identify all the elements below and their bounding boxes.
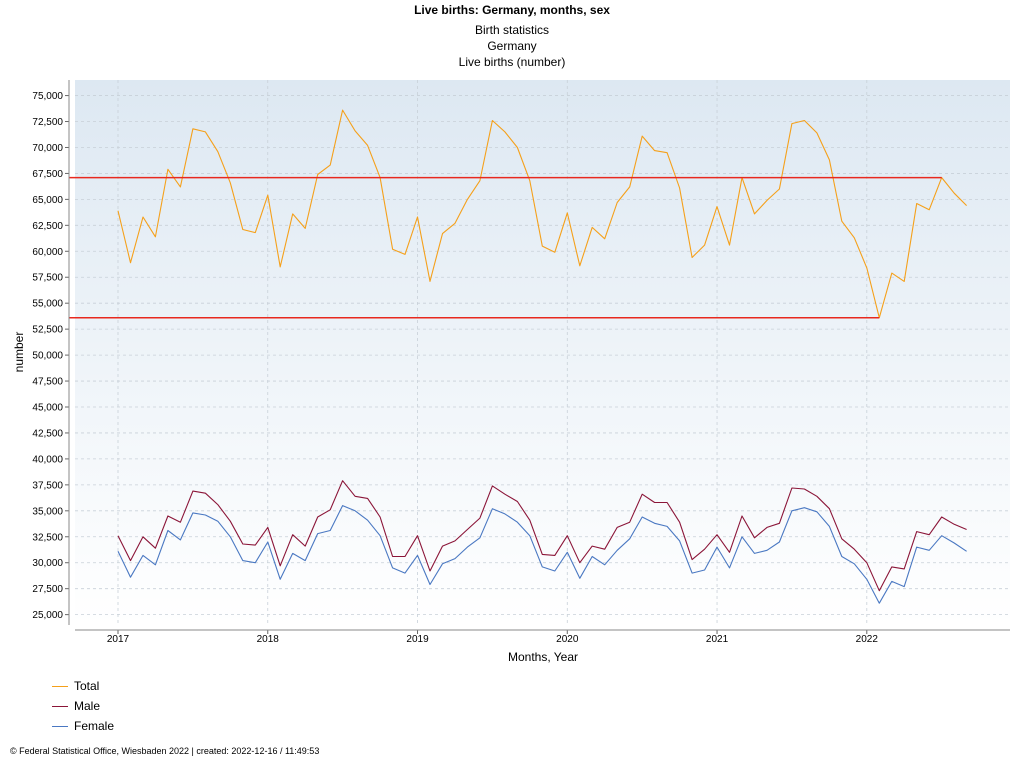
- x-axis: 2017 2018 2019 2020 2021 2022: [107, 630, 878, 645]
- y-tick-label: 42,500: [32, 428, 63, 439]
- x-tick-label: 2020: [556, 634, 579, 645]
- chart-title: Live births: Germany, months, sex: [414, 3, 610, 17]
- x-tick-label: 2019: [406, 634, 429, 645]
- plot-background: [75, 80, 1010, 625]
- y-tick-label: 47,500: [32, 377, 63, 388]
- legend: Total Male Female: [52, 676, 114, 736]
- legend-item-male: Male: [52, 696, 114, 716]
- x-tick-label: 2018: [257, 634, 280, 645]
- copyright-footer: © Federal Statistical Office, Wiesbaden …: [10, 746, 320, 756]
- legend-label-female: Female: [74, 719, 115, 733]
- y-tick-label: 32,500: [32, 532, 63, 543]
- y-tick-label: 70,000: [32, 143, 63, 154]
- y-tick-label: 45,000: [32, 403, 63, 414]
- y-tick-label: 57,500: [32, 273, 63, 284]
- legend-swatch-male: [52, 705, 68, 707]
- y-tick-label: 62,500: [32, 221, 63, 232]
- legend-item-total: Total: [52, 676, 114, 696]
- y-tick-label: 27,500: [32, 584, 63, 595]
- y-axis: 25,000 27,500 30,000 32,500 35,000 37,500 40,0…: [32, 91, 69, 621]
- legend-label-total: Total: [74, 679, 100, 693]
- series-line-male: [117, 480, 967, 592]
- y-tick-label: 35,000: [32, 506, 63, 517]
- series-lines: [117, 109, 967, 604]
- legend-label-male: Male: [74, 699, 101, 713]
- y-tick-label: 40,000: [32, 454, 63, 465]
- y-tick-label: 65,000: [32, 195, 63, 206]
- y-tick-label: 55,000: [32, 299, 63, 310]
- y-tick-label: 52,500: [32, 325, 63, 336]
- y-tick-label: 50,000: [32, 351, 63, 362]
- x-tick-label: 2021: [706, 634, 729, 645]
- series-line-total: [117, 109, 967, 319]
- y-tick-label: 30,000: [32, 558, 63, 569]
- y-tick-label: 25,000: [32, 610, 63, 621]
- y-tick-label: 72,500: [32, 117, 63, 128]
- y-tick-label: 67,500: [32, 169, 63, 180]
- x-tick-label: 2022: [856, 634, 879, 645]
- x-axis-label: Months, Year: [508, 650, 578, 664]
- chart-subtitle-measure: Live births (number): [458, 55, 566, 69]
- chart-subtitle-statistics: Birth statistics: [474, 23, 549, 37]
- chart-subtitle-region: Germany: [487, 39, 537, 53]
- y-tick-label: 75,000: [32, 91, 63, 102]
- y-axis-label: number: [12, 332, 26, 373]
- legend-swatch-female: [52, 725, 68, 727]
- grid: [75, 80, 1010, 625]
- x-tick-label: 2017: [107, 634, 130, 645]
- y-tick-label: 60,000: [32, 247, 63, 258]
- legend-item-female: Female: [52, 716, 114, 736]
- legend-swatch-total: [52, 685, 68, 687]
- series-line-female: [117, 505, 967, 604]
- y-tick-label: 37,500: [32, 480, 63, 491]
- reference-lines: [69, 176, 942, 319]
